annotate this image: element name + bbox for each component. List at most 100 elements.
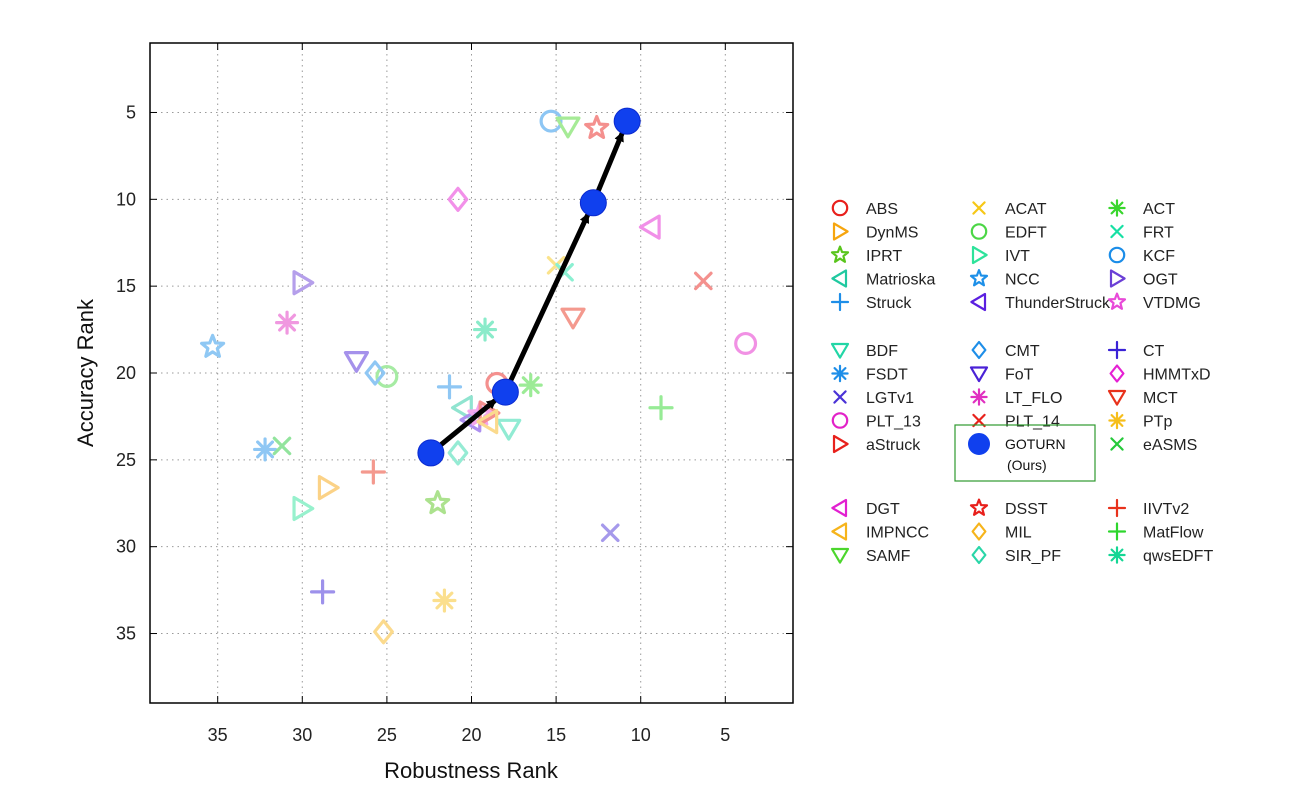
legend-label: IIVTv2 [1143, 501, 1189, 518]
data-point-mct [560, 307, 586, 330]
data-point-qwsedft [472, 317, 498, 342]
legend-item-dynms: DynMS [832, 222, 918, 242]
legend-item-acat: ACAT [972, 201, 1047, 218]
legend-label: OGT [1143, 272, 1178, 289]
legend-label: ACAT [1005, 201, 1047, 218]
legend-item-ogt: OGT [1109, 269, 1178, 289]
legend: ABS ACAT ACT DynMS EDFT FRT IPRT IVT KCF Matriosk… [830, 199, 1213, 565]
legend-label: DGT [866, 501, 900, 518]
x-tick-label: 20 [461, 725, 481, 745]
x-axis-label: Robustness Rank [384, 758, 559, 783]
legend-item-easms: eASMS [1110, 437, 1197, 454]
data-point-fot [343, 350, 370, 373]
legend-item-mil: MIL [971, 522, 1032, 542]
legend-label: PLT_13 [866, 414, 921, 431]
legend-item-plt-13: PLT_13 [831, 412, 921, 431]
x-tick-label: 35 [208, 725, 228, 745]
data-point-ogt [292, 270, 315, 296]
legend-label: Struck [866, 295, 912, 312]
legend-item-fsdt: FSDT [831, 364, 908, 384]
goturn-arrow [502, 212, 590, 395]
legend-item-dsst: DSST [969, 498, 1048, 518]
legend-item-impncc: IMPNCC [831, 522, 929, 542]
legend-label: CMT [1005, 343, 1040, 360]
data-point-matrioska [450, 395, 473, 421]
x-tick-label: 15 [546, 725, 566, 745]
legend-label: GOTURN [1005, 436, 1066, 452]
legend-label: NCC [1005, 272, 1040, 289]
goturn-legend-box [954, 424, 1096, 482]
legend-item-thunderstruck: ThunderStruck [970, 292, 1111, 312]
legend-label: FoT [1005, 367, 1034, 384]
legend-label: DSST [1005, 501, 1048, 518]
data-point-impncc [476, 409, 499, 435]
legend-item-sir-pf: SIR_PF [971, 545, 1061, 565]
goturn-point [417, 439, 445, 467]
data-point-bdf [496, 418, 522, 441]
goturn-point [579, 189, 607, 217]
legend-item-lgtv1: LGTv1 [833, 390, 914, 407]
y-tick-label: 10 [116, 189, 136, 209]
y-axis-label: Accuracy Rank [73, 298, 98, 447]
legend-item-dgt: DGT [831, 498, 900, 518]
data-point-iivtv2 [360, 459, 386, 485]
x-tick-label: 30 [292, 725, 312, 745]
y-tick-label: 30 [116, 537, 136, 557]
legend-item-astruck: aStruck [832, 434, 921, 454]
legend-item-goturn: GOTURN (Ours) [954, 424, 1096, 482]
legend-label: aStruck [866, 437, 921, 454]
x-tick-label: 10 [631, 725, 651, 745]
x-tick-label: 5 [720, 725, 730, 745]
legend-label: qwsEDFT [1143, 548, 1213, 565]
legend-label: LT_FLO [1005, 390, 1063, 407]
legend-label: ThunderStruck [1005, 295, 1111, 312]
data-point-sir-pf [447, 440, 469, 466]
legend-label: MatFlow [1143, 525, 1204, 542]
y-tick-label: 25 [116, 450, 136, 470]
legend-label: DynMS [866, 225, 918, 242]
legend-item-ivt: IVT [971, 245, 1030, 265]
data-point-ivt [292, 495, 315, 522]
data-point-samf [555, 116, 581, 139]
legend-item-edft: EDFT [970, 223, 1047, 242]
legend-item-vtdmg: VTDMG [1107, 292, 1201, 312]
data-point-matflow [648, 395, 674, 421]
goturn-point [491, 378, 519, 406]
legend-item-abs: ABS [831, 199, 898, 218]
legend-item-kcf: KCF [1108, 246, 1175, 265]
data-point-lt-flo [275, 310, 300, 335]
legend-label: FRT [1143, 225, 1174, 242]
legend-item-cmt: CMT [971, 340, 1040, 360]
legend-item-act: ACT [1108, 199, 1175, 218]
legend-label: Matrioska [866, 272, 935, 289]
y-tick-label: 5 [126, 102, 136, 122]
legend-item-struck: Struck [830, 292, 912, 312]
legend-label: IVT [1005, 248, 1030, 265]
data-point-edft [375, 364, 399, 388]
data-point-cmt [364, 360, 386, 386]
legend-item-qwsedft: qwsEDFT [1108, 546, 1213, 565]
x-tick-label: 25 [377, 725, 397, 745]
legend-item-matrioska: Matrioska [831, 269, 935, 289]
legend-item-samf: SAMF [830, 547, 911, 565]
legend-item-plt-14: PLT_14 [972, 414, 1060, 431]
data-point-fsdt [253, 437, 278, 462]
legend-item-ncc: NCC [969, 269, 1040, 289]
legend-item-bdf: BDF [830, 342, 898, 360]
data-point-lgtv1 [600, 523, 620, 543]
data-point-ct [309, 579, 336, 605]
data-point-mil [373, 619, 394, 645]
data-point-easms [272, 436, 292, 456]
legend-label: eASMS [1143, 437, 1197, 454]
data-point-ptp [432, 588, 457, 613]
goturn-ours-note: (Ours) [1007, 457, 1047, 473]
goturn-progression-arrows [417, 107, 641, 467]
legend-label: LGTv1 [866, 390, 914, 407]
data-point-hmmtxd [447, 186, 469, 212]
data-point-plt-14 [694, 271, 713, 291]
legend-label: CT [1143, 343, 1165, 360]
y-tick-label: 15 [116, 276, 136, 296]
legend-item-iivtv2: IIVTv2 [1107, 498, 1189, 518]
legend-label: MCT [1143, 390, 1178, 407]
